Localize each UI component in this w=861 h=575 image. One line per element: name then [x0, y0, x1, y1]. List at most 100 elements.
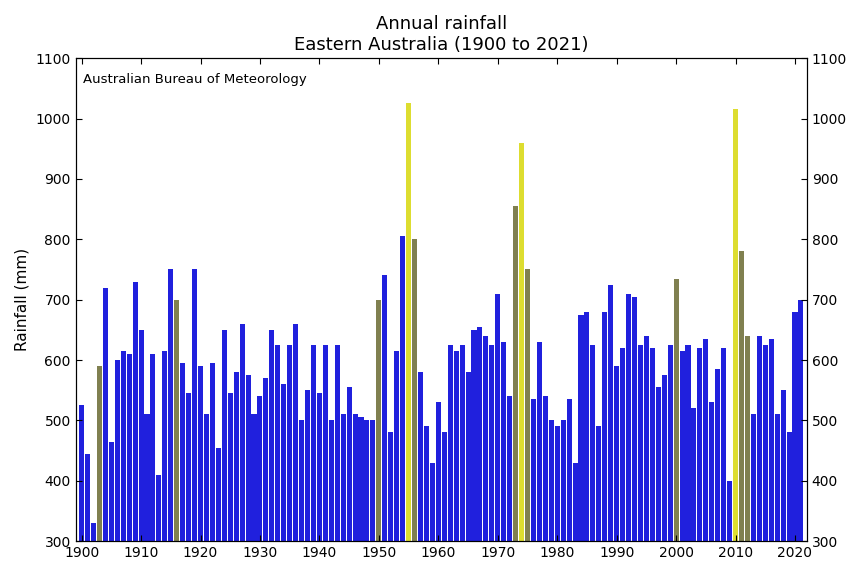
Bar — [340, 415, 345, 541]
Bar — [186, 393, 191, 541]
Bar — [548, 420, 553, 541]
Bar — [471, 330, 476, 541]
Bar — [791, 312, 796, 541]
Bar — [393, 351, 399, 541]
Bar — [649, 348, 654, 541]
Bar — [566, 399, 571, 541]
Bar — [352, 415, 357, 541]
Bar — [465, 372, 470, 541]
Bar — [430, 463, 435, 541]
Bar — [590, 345, 595, 541]
Bar — [133, 282, 138, 541]
Bar — [785, 432, 790, 541]
Bar — [721, 348, 725, 541]
Bar — [317, 393, 321, 541]
Bar — [536, 342, 542, 541]
Bar — [251, 415, 257, 541]
Bar — [269, 330, 274, 541]
Bar — [115, 360, 120, 541]
Bar — [156, 475, 161, 541]
Bar — [209, 363, 214, 541]
Title: Annual rainfall
Eastern Australia (1900 to 2021): Annual rainfall Eastern Australia (1900 … — [294, 15, 588, 54]
Bar — [506, 396, 511, 541]
Bar — [376, 300, 381, 541]
Bar — [127, 354, 132, 541]
Bar — [780, 390, 784, 541]
Bar — [602, 312, 607, 541]
Bar — [578, 315, 583, 541]
Bar — [459, 345, 464, 541]
Bar — [293, 324, 298, 541]
Bar — [554, 427, 559, 541]
Bar — [453, 351, 458, 541]
Bar — [245, 375, 251, 541]
Bar — [151, 354, 155, 541]
Bar — [655, 387, 660, 541]
Bar — [684, 345, 690, 541]
Bar — [257, 396, 263, 541]
Bar — [91, 523, 96, 541]
Bar — [489, 345, 493, 541]
Bar — [661, 375, 666, 541]
Bar — [370, 420, 375, 541]
Bar — [139, 330, 144, 541]
Bar — [387, 432, 393, 541]
Bar — [275, 345, 280, 541]
Bar — [667, 345, 672, 541]
Bar — [672, 278, 678, 541]
Bar — [108, 442, 114, 541]
Bar — [358, 417, 363, 541]
Bar — [85, 454, 90, 541]
Bar — [424, 427, 429, 541]
Bar — [643, 336, 648, 541]
Bar — [174, 300, 179, 541]
Bar — [441, 432, 446, 541]
Bar — [447, 345, 452, 541]
Bar — [281, 384, 286, 541]
Bar — [483, 336, 488, 541]
Bar — [495, 294, 499, 541]
Bar — [287, 345, 292, 541]
Bar — [227, 393, 232, 541]
Bar — [762, 345, 767, 541]
Bar — [180, 363, 185, 541]
Bar — [328, 420, 333, 541]
Bar — [572, 463, 577, 541]
Bar — [608, 285, 612, 541]
Bar — [596, 427, 601, 541]
Bar — [436, 402, 440, 541]
Bar — [233, 372, 238, 541]
Y-axis label: Rainfall (mm): Rainfall (mm) — [15, 248, 30, 351]
Bar — [524, 270, 530, 541]
Bar — [96, 366, 102, 541]
Bar — [145, 415, 149, 541]
Bar — [619, 348, 624, 541]
Bar — [678, 351, 684, 541]
Bar — [512, 206, 517, 541]
Bar — [299, 420, 304, 541]
Bar — [168, 270, 173, 541]
Bar — [744, 336, 749, 541]
Bar — [697, 348, 702, 541]
Bar — [774, 415, 779, 541]
Bar — [738, 251, 743, 541]
Bar — [709, 402, 714, 541]
Bar — [637, 345, 642, 541]
Bar — [560, 420, 565, 541]
Bar — [418, 372, 423, 541]
Bar — [750, 415, 755, 541]
Bar — [121, 351, 126, 541]
Bar — [500, 342, 505, 541]
Bar — [346, 387, 351, 541]
Bar — [204, 415, 208, 541]
Bar — [715, 369, 720, 541]
Bar — [732, 109, 737, 541]
Bar — [625, 294, 630, 541]
Bar — [768, 339, 773, 541]
Bar — [198, 366, 203, 541]
Bar — [192, 270, 197, 541]
Bar — [381, 275, 387, 541]
Bar — [263, 378, 268, 541]
Bar — [703, 339, 708, 541]
Bar — [518, 143, 523, 541]
